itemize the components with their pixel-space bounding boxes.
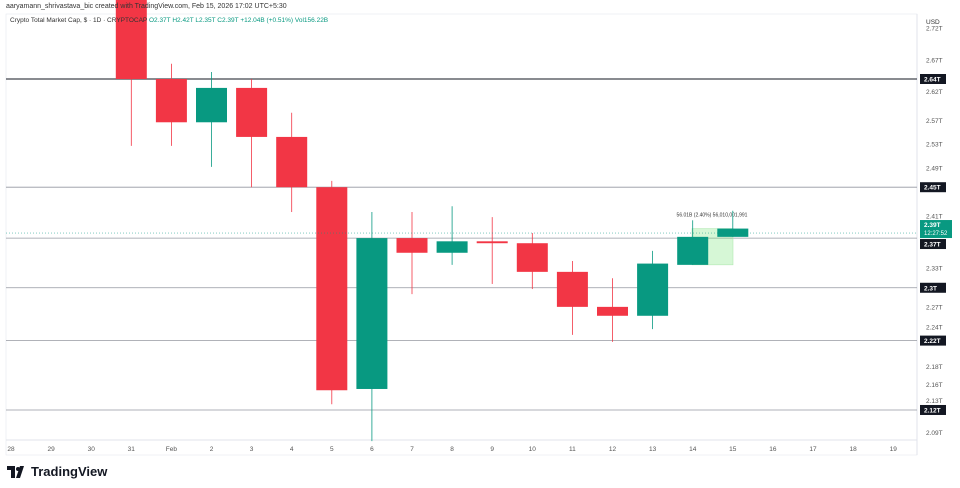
level-price-badge [920, 182, 946, 193]
close-value: C2.39T [217, 17, 239, 24]
date-tick-label: 17 [809, 446, 817, 453]
candle-body[interactable] [196, 87, 227, 123]
date-tick-label: 29 [47, 446, 55, 453]
level-price-label: 2.37T [924, 242, 941, 249]
level-price-badge [920, 239, 946, 250]
candle-body[interactable] [115, 0, 147, 80]
level-price-label: 2.12T [924, 407, 941, 414]
last-price-badge [920, 220, 952, 239]
date-tick-label: 9 [490, 446, 494, 453]
price-tick-label: 2.27T [926, 304, 943, 311]
candle-body[interactable] [717, 228, 749, 237]
tradingview-logo-icon [7, 465, 24, 478]
date-tick-label: Feb [166, 446, 178, 453]
chart-credit: aaryamann_shrivastava_bic created with T… [6, 3, 287, 10]
price-tick-label: 2.41T [926, 213, 943, 220]
candle-body[interactable] [677, 236, 709, 265]
level-price-label: 2.3T [924, 285, 937, 292]
currency-label: USD [926, 19, 940, 26]
candle-body[interactable] [597, 306, 628, 316]
price-tick-label: 2.13T [926, 398, 943, 405]
price-tick-label: 2.67T [926, 57, 943, 64]
symbol-legend: Crypto Total Market Cap, $ · 1D · CRYPTO… [10, 17, 328, 24]
price-tick-label: 2.57T [926, 118, 943, 125]
level-price-badge [920, 74, 946, 84]
high-value: H2.42T [172, 17, 194, 24]
candle-body[interactable] [436, 241, 468, 253]
price-tick-label: 2.33T [926, 266, 943, 273]
open-value: O2.37T [148, 17, 171, 24]
price-tick-label: 2.62T [926, 89, 943, 96]
level-price-badge [920, 404, 946, 415]
level-price-label: 2.45T [924, 185, 941, 192]
date-tick-label: 2 [210, 446, 214, 453]
price-tick-label: 2.49T [926, 166, 943, 173]
date-tick-label: 28 [7, 446, 15, 453]
date-tick-label: 7 [410, 446, 414, 453]
low-value: L2.35T [195, 17, 216, 24]
brand-name: TradingView [31, 464, 108, 479]
date-tick-label: 14 [689, 446, 697, 453]
price-tick-label: 2.24T [926, 325, 943, 332]
candle-body[interactable] [155, 79, 187, 123]
price-tick-label: 2.16T [926, 382, 943, 389]
date-tick-label: 11 [569, 446, 576, 453]
date-tick-label: 31 [128, 446, 136, 453]
candle-body[interactable] [476, 241, 508, 244]
date-tick-label: 19 [890, 446, 898, 453]
date-tick-label: 16 [769, 446, 777, 453]
candle-body[interactable] [556, 271, 588, 307]
change-value: +12.04B (+0.51%) [240, 17, 294, 24]
candle-body[interactable] [356, 238, 388, 389]
chart-frame [5, 13, 918, 456]
date-tick-label: 18 [849, 446, 857, 453]
symbol-name[interactable]: Crypto Total Market Cap, $ · 1D · CRYPTO… [10, 17, 148, 24]
candle-body[interactable] [396, 238, 428, 253]
price-tick-label: 2.72T [926, 26, 943, 33]
date-tick-label: 13 [649, 446, 657, 453]
price-tick-label: 2.18T [926, 364, 943, 371]
date-tick-label: 8 [450, 446, 454, 453]
candle-body[interactable] [276, 136, 308, 188]
tradingview-logo[interactable]: TradingView [7, 464, 107, 479]
date-tick-label: 4 [290, 446, 294, 453]
last-price-label: 2.39T [924, 222, 941, 229]
candle-body[interactable] [316, 187, 348, 391]
date-tick-label: 12 [609, 446, 617, 453]
volume-value: Vol156.22B [294, 17, 329, 24]
level-price-badge [920, 282, 946, 293]
level-price-label: 2.64T [924, 77, 941, 84]
price-tick-label: 2.53T [926, 141, 943, 148]
date-tick-label: 30 [88, 446, 96, 453]
bar-countdown-label: 12:27:52 [924, 231, 948, 237]
price-tick-label: 2.09T [926, 430, 943, 437]
candle-body[interactable] [516, 243, 548, 272]
date-tick-label: 15 [729, 446, 737, 453]
level-price-label: 2.22T [924, 338, 941, 345]
date-tick-label: 5 [330, 446, 334, 453]
measure-label: 56.01B (2.40%) 56,010,001,991 [677, 213, 748, 219]
date-tick-label: 6 [370, 446, 374, 453]
date-tick-label: 10 [529, 446, 537, 453]
date-tick-label: 3 [250, 446, 254, 453]
candle-body[interactable] [236, 87, 268, 137]
level-price-badge [920, 335, 946, 346]
candle-body[interactable] [637, 263, 669, 316]
